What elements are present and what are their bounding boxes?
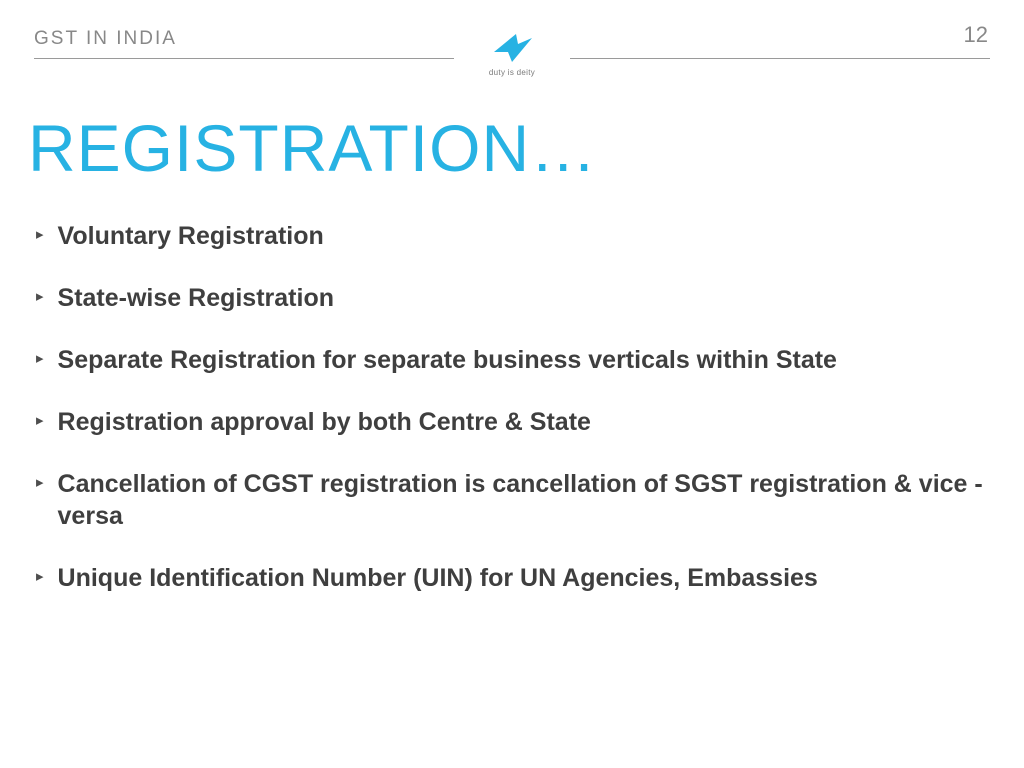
- bullet-marker-icon: ▸: [36, 282, 44, 312]
- bullet-marker-icon: ▸: [36, 220, 44, 250]
- bird-icon: [488, 28, 536, 66]
- logo: duty is deity: [488, 28, 536, 77]
- bullet-text: Registration approval by both Centre & S…: [58, 406, 591, 438]
- list-item: ▸ Unique Identification Number (UIN) for…: [36, 562, 990, 594]
- header-rule-right: [570, 58, 990, 59]
- slide-header: GST IN INDIA 12 duty is deity: [0, 0, 1024, 78]
- bullet-text: Cancellation of CGST registration is can…: [58, 468, 990, 532]
- bullet-text: Separate Registration for separate busin…: [58, 344, 837, 376]
- list-item: ▸ Cancellation of CGST registration is c…: [36, 468, 990, 532]
- page-title: REGISTRATION…: [28, 110, 1024, 186]
- page-number: 12: [964, 22, 988, 48]
- bullet-marker-icon: ▸: [36, 468, 44, 498]
- bullet-list: ▸ Voluntary Registration ▸ State-wise Re…: [36, 220, 1024, 594]
- bullet-marker-icon: ▸: [36, 406, 44, 436]
- list-item: ▸ Registration approval by both Centre &…: [36, 406, 990, 438]
- header-rule-left: [34, 58, 454, 59]
- bullet-text: State-wise Registration: [58, 282, 334, 314]
- logo-tagline: duty is deity: [488, 68, 536, 77]
- bullet-text: Unique Identification Number (UIN) for U…: [58, 562, 818, 594]
- list-item: ▸ State-wise Registration: [36, 282, 990, 314]
- bullet-marker-icon: ▸: [36, 562, 44, 592]
- bullet-marker-icon: ▸: [36, 344, 44, 374]
- bullet-text: Voluntary Registration: [58, 220, 324, 252]
- list-item: ▸ Voluntary Registration: [36, 220, 990, 252]
- list-item: ▸ Separate Registration for separate bus…: [36, 344, 990, 376]
